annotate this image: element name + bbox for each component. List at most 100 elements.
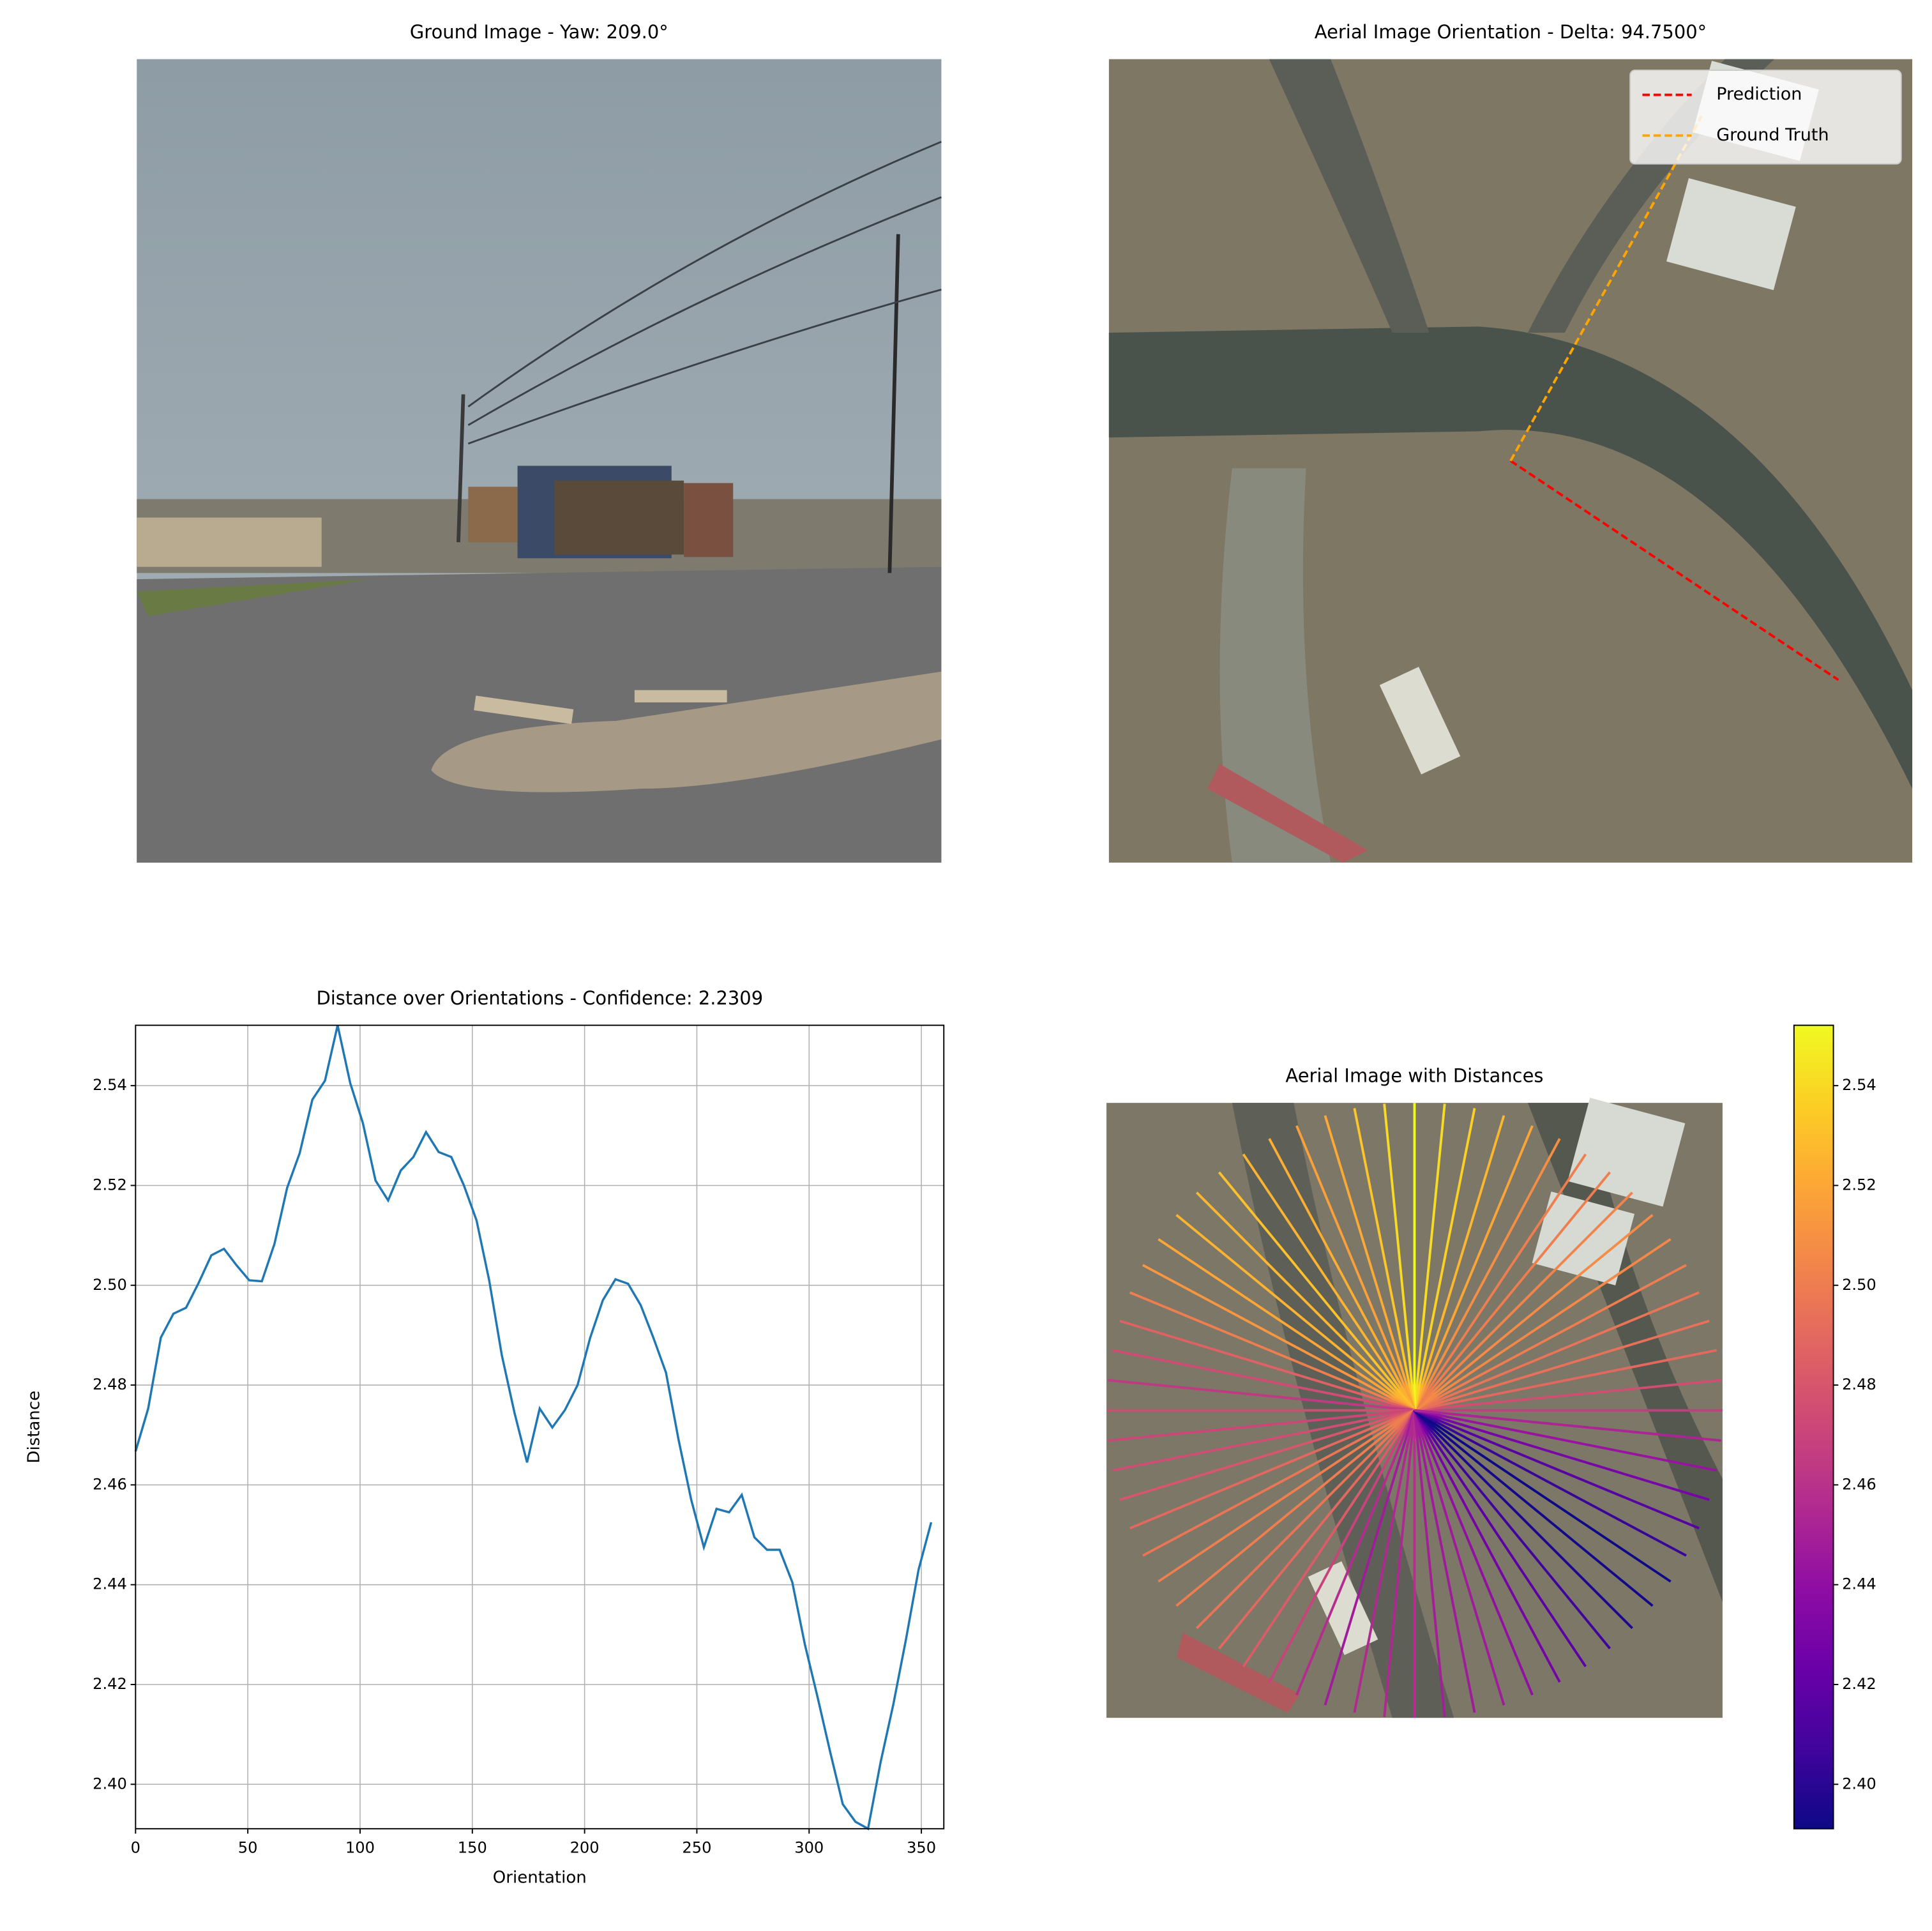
x-tick-label: 100 <box>345 1839 375 1857</box>
distance-ray <box>1414 1264 1687 1412</box>
distance-ray <box>1142 1264 1415 1412</box>
distance-ray <box>1353 1108 1416 1411</box>
y-tick-label: 2.42 <box>93 1675 127 1693</box>
chart-title: Aerial Image Orientation - Delta: 94.750… <box>1315 21 1707 43</box>
distance-ray <box>1268 1138 1416 1411</box>
colorbar <box>1793 1024 1834 1829</box>
chart-title: Ground Image - Yaw: 209.0° <box>410 21 668 43</box>
distance-ray <box>1414 1409 1687 1557</box>
colorbar-tick-label: 2.42 <box>1842 1675 1876 1693</box>
distance-ray <box>1413 1410 1446 1717</box>
distance-ray <box>1218 1409 1415 1649</box>
distance-ray <box>1414 1409 1672 1583</box>
colorbar-tick-label: 2.50 <box>1842 1276 1876 1294</box>
distance-ray <box>1414 1192 1633 1412</box>
y-tick-label: 2.50 <box>93 1276 127 1294</box>
distance-ray <box>1383 1410 1416 1717</box>
plot-area <box>135 1025 944 1829</box>
y-tick-label: 2.46 <box>93 1475 127 1493</box>
distance-ray <box>1413 1410 1506 1706</box>
orientation-line <box>1509 115 1703 462</box>
distance-ray <box>1414 1409 1721 1442</box>
distance-ray <box>1195 1192 1415 1412</box>
colorbar-tick-label: 2.40 <box>1842 1775 1876 1792</box>
chart-title: Distance over Orientations - Confidence:… <box>316 987 763 1009</box>
distance-ray <box>1324 1410 1416 1706</box>
chart-title: Aerial Image with Distances <box>1285 1065 1543 1087</box>
colorbar-tick-label: 2.44 <box>1842 1575 1876 1593</box>
distance-ray <box>1414 1214 1654 1412</box>
plots: Ground Image - Yaw: 209.0° Aerial Image O… <box>25 21 1902 1888</box>
distance-ray <box>1413 1125 1534 1411</box>
distance-ray <box>1112 1409 1415 1472</box>
distance-ray <box>1414 1409 1717 1472</box>
distance-ray <box>1414 1409 1633 1630</box>
distance-ray <box>1414 1409 1654 1607</box>
distance-ray <box>1413 1138 1561 1411</box>
ground-photo <box>137 59 942 863</box>
distance-ray <box>1413 1409 1587 1667</box>
distance-ray <box>1295 1125 1416 1411</box>
distance-ray <box>1175 1409 1415 1607</box>
colorbar-tick-label: 2.46 <box>1842 1475 1876 1493</box>
distance-ray <box>1112 1349 1415 1412</box>
legend-label: Ground Truth <box>1716 125 1829 145</box>
x-tick-label: 250 <box>682 1839 711 1857</box>
x-tick-label: 300 <box>794 1839 824 1857</box>
distance-ray <box>1414 1409 1710 1501</box>
distance-ray <box>1413 1171 1611 1411</box>
distance-ray <box>1413 1409 1611 1649</box>
distance-ray <box>1414 1349 1717 1412</box>
y-axis-label: Distance <box>25 1391 44 1464</box>
distance-ray <box>1383 1103 1416 1411</box>
distance-ray <box>1158 1238 1415 1412</box>
x-tick-label: 50 <box>238 1839 258 1857</box>
distance-ray <box>1119 1319 1415 1412</box>
distance-ray <box>1295 1409 1416 1696</box>
distance-ray <box>1129 1291 1415 1412</box>
y-tick-label: 2.40 <box>93 1775 127 1792</box>
distance-ray <box>1242 1409 1416 1667</box>
distance-ray <box>1268 1409 1416 1683</box>
distance-ray <box>1414 1409 1700 1530</box>
x-tick-label: 350 <box>907 1839 936 1857</box>
distance-ray <box>1242 1153 1416 1411</box>
colorbar-tick-label: 2.52 <box>1842 1176 1876 1193</box>
distance-ray <box>1158 1409 1415 1583</box>
distance-ray <box>1175 1214 1415 1412</box>
x-tick-label: 200 <box>570 1839 600 1857</box>
colorbar-tick-label: 2.54 <box>1842 1076 1876 1094</box>
x-axis-label: Orientation <box>493 1868 587 1888</box>
distance-ray <box>1413 1103 1446 1411</box>
distance-ray <box>1414 1319 1710 1412</box>
orientation-line <box>1509 460 1839 681</box>
plot-frame <box>135 1024 945 1829</box>
distance-ray <box>1195 1409 1415 1630</box>
distance-ray <box>1119 1409 1415 1501</box>
distance-ray <box>1324 1115 1416 1411</box>
colorbar-tick-label: 2.48 <box>1842 1375 1876 1393</box>
y-tick-label: 2.52 <box>93 1176 127 1193</box>
distance-ray <box>1414 1238 1672 1412</box>
distance-ray <box>1142 1409 1415 1557</box>
legend-box <box>1629 70 1902 165</box>
distance-ray <box>1413 1409 1534 1696</box>
y-tick-label: 2.54 <box>93 1076 127 1094</box>
distance-ray <box>1218 1171 1415 1411</box>
distance-ray <box>1413 1153 1587 1411</box>
distance-ray <box>1413 1115 1506 1411</box>
rays <box>1106 1103 1723 1718</box>
x-tick-label: 150 <box>458 1839 487 1857</box>
distance-ray <box>1108 1379 1415 1412</box>
distance-ray <box>1413 1410 1476 1713</box>
x-tick-label: 0 <box>131 1839 140 1857</box>
distance-ray <box>1108 1409 1415 1442</box>
distance-ray <box>1129 1409 1415 1530</box>
distance-ray <box>1414 1291 1700 1412</box>
legend-label: Prediction <box>1716 84 1802 104</box>
y-tick-label: 2.48 <box>93 1375 127 1393</box>
distance-ray <box>1353 1410 1416 1713</box>
distance-ray <box>1414 1379 1721 1412</box>
distance-ray <box>1413 1108 1476 1411</box>
